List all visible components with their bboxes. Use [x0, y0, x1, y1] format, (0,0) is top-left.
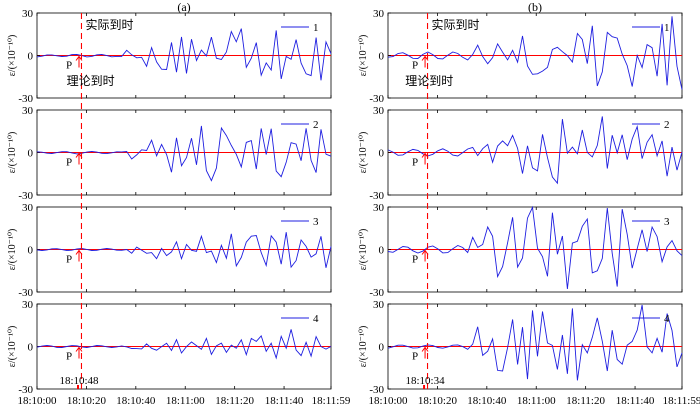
series-line	[387, 205, 683, 290]
x-tick-label: 18:10:00	[17, 395, 57, 407]
x-tick-label: 18:11:40	[616, 395, 655, 407]
p-label: P	[412, 157, 418, 169]
legend-label: 2	[664, 119, 670, 131]
series-line	[387, 16, 683, 90]
subplot-3: 30 0 -30 ε/(×10⁻¹⁰) 3 P	[358, 202, 683, 299]
y-tick-label: 30	[22, 202, 34, 214]
subplot-1: 30 0 -30 ε/(×10⁻¹⁰) 1 P	[358, 8, 683, 105]
x-tick-label: 18:11:00	[166, 395, 205, 407]
panel-label: (b)	[528, 0, 542, 14]
p-arrow-head	[421, 346, 429, 352]
y-axis-label: ε/(×10⁻¹⁰)	[358, 132, 369, 174]
y-axis-label: ε/(×10⁻¹⁰)	[7, 35, 18, 77]
arrival-time-label: 18:10:48	[59, 375, 99, 387]
x-tick-label: 18:11:59	[312, 395, 351, 407]
y-tick-label: 30	[22, 8, 34, 20]
subplot-2: 30 0 -30 ε/(×10⁻¹⁰) 2 P	[7, 105, 332, 202]
legend-label: 4	[313, 313, 319, 325]
y-tick-label: 30	[22, 299, 34, 311]
x-tick-label: 18:10:20	[418, 395, 458, 407]
series-line	[36, 329, 332, 360]
series-line	[36, 125, 332, 182]
y-tick-label: 30	[373, 105, 385, 117]
subplot-1: 30 0 -30 ε/(×10⁻¹⁰) 1 P	[7, 8, 332, 105]
theory-arrival-label: 理论到时	[67, 74, 115, 88]
p-label: P	[66, 157, 72, 169]
legend-label: 2	[313, 119, 319, 131]
p-label: P	[412, 254, 418, 266]
p-arrow-head	[75, 346, 83, 352]
y-tick-label: 30	[373, 202, 385, 214]
p-label: P	[66, 351, 72, 363]
actual-arrival-label: 实际到时	[432, 17, 480, 32]
y-tick-label: -30	[18, 190, 33, 202]
legend-label: 1	[664, 22, 670, 34]
y-tick-label: 0	[28, 51, 34, 63]
subplot-2: 30 0 -30 ε/(×10⁻¹⁰) 2 P	[358, 105, 683, 202]
legend-label: 3	[313, 216, 319, 228]
panel-label: (a)	[177, 0, 190, 14]
p-label: P	[412, 351, 418, 363]
subplot-4: 30 0 -30 ε/(×10⁻¹⁰) 4 P	[7, 299, 332, 396]
x-tick-label: 18:11:40	[265, 395, 304, 407]
x-tick-label: 18:11:20	[566, 395, 605, 407]
y-tick-label: 0	[379, 148, 385, 160]
series-line	[387, 304, 683, 381]
x-tick-label: 18:11:00	[517, 395, 556, 407]
legend-label: 3	[664, 216, 670, 228]
y-tick-label: -30	[369, 190, 384, 202]
y-tick-label: 0	[379, 342, 385, 354]
series-line	[387, 116, 683, 185]
y-tick-label: 30	[373, 299, 385, 311]
y-axis-label: ε/(×10⁻¹⁰)	[358, 326, 369, 368]
y-axis-label: ε/(×10⁻¹⁰)	[7, 132, 18, 174]
x-tick-label: 18:11:59	[663, 395, 700, 407]
y-tick-label: 0	[28, 342, 34, 354]
panel-b: (b)300-30ε/(×10⁻¹⁰)1P300-30ε/(×10⁻¹⁰)2P3…	[358, 0, 700, 407]
y-tick-label: -30	[18, 287, 33, 299]
x-tick-label: 18:11:20	[215, 395, 254, 407]
legend-label: 1	[313, 22, 319, 34]
y-tick-label: 30	[373, 8, 385, 20]
subplot-4: 30 0 -30 ε/(×10⁻¹⁰) 4 P	[358, 299, 683, 396]
x-tick-label: 18:10:40	[467, 395, 507, 407]
y-axis-label: ε/(×10⁻¹⁰)	[7, 229, 18, 271]
y-tick-label: -30	[369, 384, 384, 396]
panel-a: (a)300-30ε/(×10⁻¹⁰)1P300-30ε/(×10⁻¹⁰)2P3…	[7, 0, 351, 407]
y-tick-label: -30	[18, 384, 33, 396]
series-line	[36, 232, 332, 269]
y-axis-label: ε/(×10⁻¹⁰)	[358, 35, 369, 77]
p-label: P	[66, 60, 72, 72]
y-axis-label: ε/(×10⁻¹⁰)	[358, 229, 369, 271]
subplot-3: 30 0 -30 ε/(×10⁻¹⁰) 3 P	[7, 202, 332, 299]
y-tick-label: -30	[18, 93, 33, 105]
y-axis-label: ε/(×10⁻¹⁰)	[7, 326, 18, 368]
p-arrow-head	[421, 55, 429, 61]
y-tick-label: -30	[369, 93, 384, 105]
p-label: P	[66, 254, 72, 266]
y-tick-label: 0	[379, 51, 385, 63]
y-tick-label: 0	[28, 245, 34, 257]
y-tick-label: 0	[379, 245, 385, 257]
y-tick-label: -30	[369, 287, 384, 299]
x-tick-label: 18:10:40	[116, 395, 156, 407]
x-tick-label: 18:10:20	[67, 395, 107, 407]
y-tick-label: 30	[22, 105, 34, 117]
actual-arrival-label: 实际到时	[85, 17, 133, 32]
series-line	[36, 28, 332, 81]
y-tick-label: 0	[28, 148, 34, 160]
theory-arrival-label: 理论到时	[405, 74, 453, 88]
x-tick-label: 18:10:00	[368, 395, 408, 407]
p-arrow-head	[75, 55, 83, 61]
p-label: P	[412, 60, 418, 72]
arrival-time-label: 18:10:34	[405, 375, 445, 387]
legend-label: 4	[664, 313, 670, 325]
